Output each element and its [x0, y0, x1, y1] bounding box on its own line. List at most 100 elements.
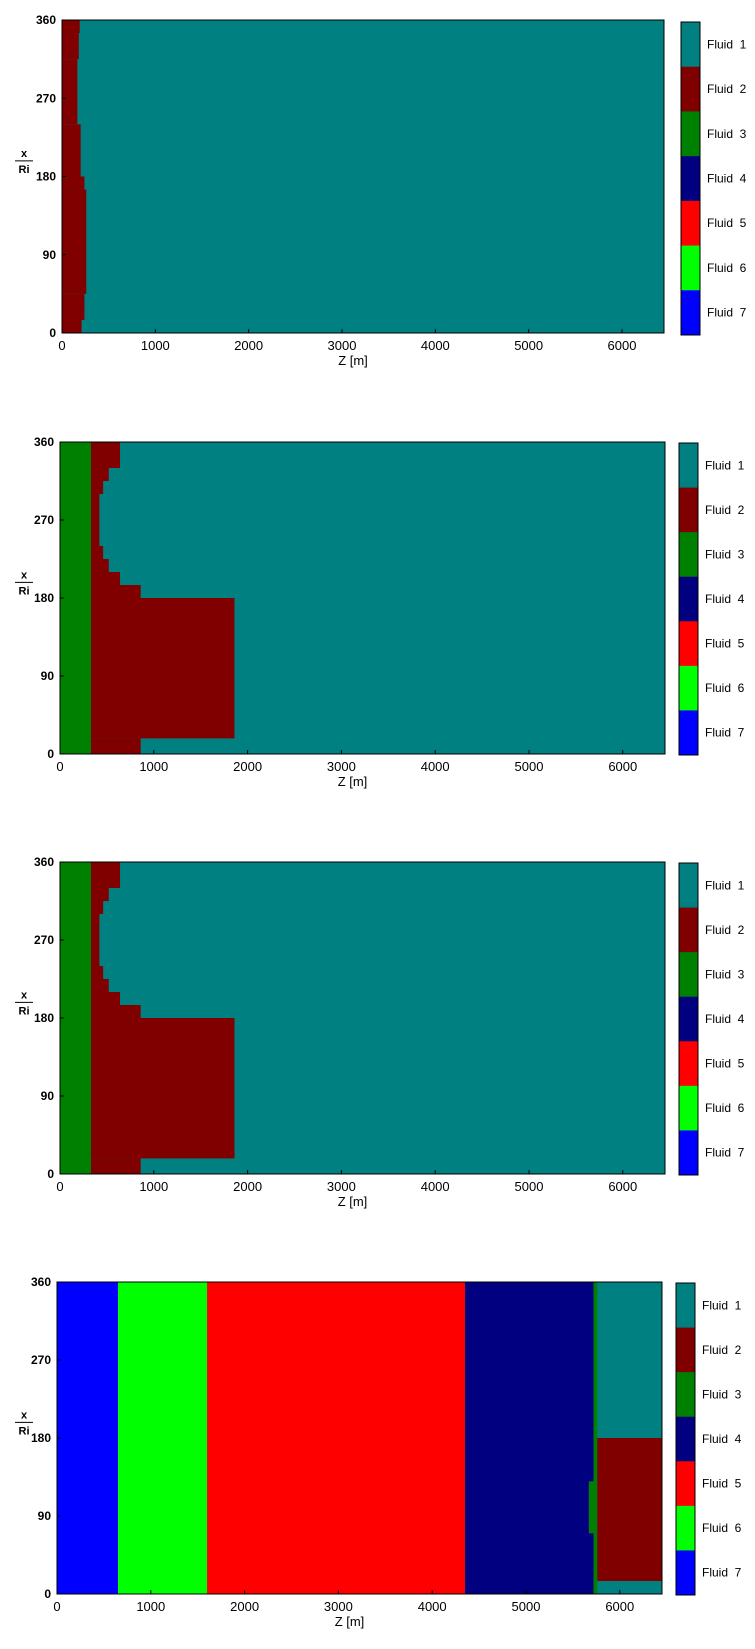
x-tick-label: 6000: [608, 759, 637, 774]
fluid-region: [90, 1018, 235, 1159]
x-tick-label: 3000: [324, 1599, 353, 1614]
x-tick-label: 3000: [328, 338, 357, 353]
x-axis-label: Z [m]: [338, 353, 368, 368]
legend-label: Fluid 6: [707, 261, 747, 275]
x-tick-label: 0: [53, 1599, 60, 1614]
fluid-region: [90, 862, 121, 888]
y-tick-label: 270: [31, 1353, 51, 1367]
y-tick-label: 180: [34, 1011, 54, 1025]
legend-swatch: [679, 665, 698, 711]
legend-label: Fluid 3: [705, 547, 745, 561]
y-tick-label: 270: [34, 933, 54, 947]
x-tick-label: 0: [56, 759, 63, 774]
legend-label: Fluid 1: [707, 37, 747, 51]
fluid-region: [90, 546, 104, 559]
chart-panel-1: 0 1000 2000 3000 4000 5000 6000 0 90 180 270 360 Z […: [15, 13, 747, 368]
y-tick-label: 90: [41, 1089, 55, 1103]
x-tick-label: 2000: [233, 759, 262, 774]
legend-swatch: [681, 156, 700, 202]
y-tick-label: 180: [31, 1431, 51, 1445]
x-tick-label: 3000: [327, 759, 356, 774]
y-tick-label: 360: [34, 855, 54, 869]
fluid-region: [90, 559, 109, 572]
legend-label: Fluid 7: [705, 1146, 745, 1160]
fluid-region: [57, 1282, 118, 1594]
y-tick-label: 270: [36, 91, 56, 105]
x-tick-label: 1000: [136, 1599, 165, 1614]
x-tick-label: 1000: [139, 1179, 168, 1194]
x-axis-label: Z [m]: [338, 774, 368, 789]
legend-swatch: [676, 1505, 695, 1551]
y-tick-label: 270: [34, 513, 54, 527]
x-tick-label: 4000: [421, 759, 450, 774]
legend-label: Fluid 7: [707, 306, 747, 320]
legend-label: Fluid 5: [707, 216, 747, 230]
legend-swatch: [679, 443, 698, 489]
fluid-region: [588, 1481, 594, 1534]
y-axis-label-numerator: x: [21, 989, 28, 1001]
x-tick-label: 4000: [421, 338, 450, 353]
fluid-region: [60, 862, 91, 1174]
fluid-region: [62, 124, 81, 177]
y-tick-label: 90: [38, 1509, 52, 1523]
legend-label: Fluid 6: [702, 1521, 742, 1535]
y-tick-label: 0: [47, 747, 54, 761]
fluid-region: [90, 1158, 141, 1174]
y-tick-label: 360: [36, 13, 56, 27]
legend-swatch: [679, 996, 698, 1042]
fluid-region: [90, 468, 109, 481]
fluid-region: [90, 914, 100, 966]
legend-label: Fluid 1: [702, 1298, 742, 1312]
fluid-region: [62, 59, 78, 125]
legend-swatch: [676, 1550, 695, 1596]
x-tick-label: 1000: [139, 759, 168, 774]
x-tick-label: 5000: [515, 1179, 544, 1194]
fluid-region: [90, 585, 141, 598]
legend-label: Fluid 2: [705, 923, 745, 937]
fluid-region: [207, 1282, 466, 1594]
legend-swatch: [679, 1130, 698, 1176]
fluid-region: [90, 572, 121, 585]
legend-swatch: [679, 621, 698, 667]
legend-swatch: [681, 200, 700, 247]
legend-label: Fluid 4: [702, 1432, 742, 1446]
legend-label: Fluid 4: [705, 1012, 745, 1026]
fluid-region: [62, 319, 82, 333]
fluid-region: [62, 176, 85, 190]
legend: Fluid 1 Fluid 2 Fluid 3 Fluid 4 Fluid 5 Fluid…: [680, 21, 747, 336]
y-tick-label: 90: [41, 669, 55, 683]
legend-label: Fluid 2: [707, 82, 747, 96]
legend-swatch: [676, 1283, 695, 1329]
legend-label: Fluid 2: [705, 503, 745, 517]
fluid-region: [465, 1282, 594, 1594]
legend-swatch: [681, 66, 700, 112]
background-region: [62, 20, 664, 333]
fluid-region: [90, 1005, 141, 1018]
legend-label: Fluid 5: [705, 1057, 745, 1071]
fluid-region: [117, 1282, 208, 1594]
legend-swatch: [679, 952, 698, 998]
legend-swatch: [676, 1416, 695, 1462]
fluid-region: [62, 189, 87, 294]
chart-panel-2: 0 1000 2000 3000 4000 5000 6000 0 90 180 270 360 Z […: [15, 435, 745, 789]
legend-swatch: [679, 1085, 698, 1131]
x-tick-label: 5000: [515, 759, 544, 774]
fluid-region: [90, 888, 109, 901]
fluid-region: [62, 293, 85, 320]
legend-label: Fluid 6: [705, 1101, 745, 1115]
x-tick-label: 6000: [605, 1599, 634, 1614]
fluid-region: [60, 442, 91, 754]
x-axis-label: Z [m]: [338, 1194, 368, 1209]
x-tick-label: 6000: [608, 338, 637, 353]
legend-label: Fluid 1: [705, 878, 745, 892]
legend-label: Fluid 2: [702, 1343, 742, 1357]
chart-panel-4: 0 1000 2000 3000 4000 5000 6000 0 90 180 270 360 Z […: [15, 1275, 742, 1629]
y-tick-label: 360: [31, 1275, 51, 1289]
fluid-region: [90, 979, 109, 992]
legend: Fluid 1 Fluid 2 Fluid 3 Fluid 4 Fluid 5 Fluid…: [675, 1282, 742, 1596]
legend-swatch: [681, 245, 700, 291]
x-axis-label: Z [m]: [335, 1614, 365, 1629]
legend-swatch: [679, 710, 698, 756]
y-tick-label: 180: [36, 170, 56, 184]
